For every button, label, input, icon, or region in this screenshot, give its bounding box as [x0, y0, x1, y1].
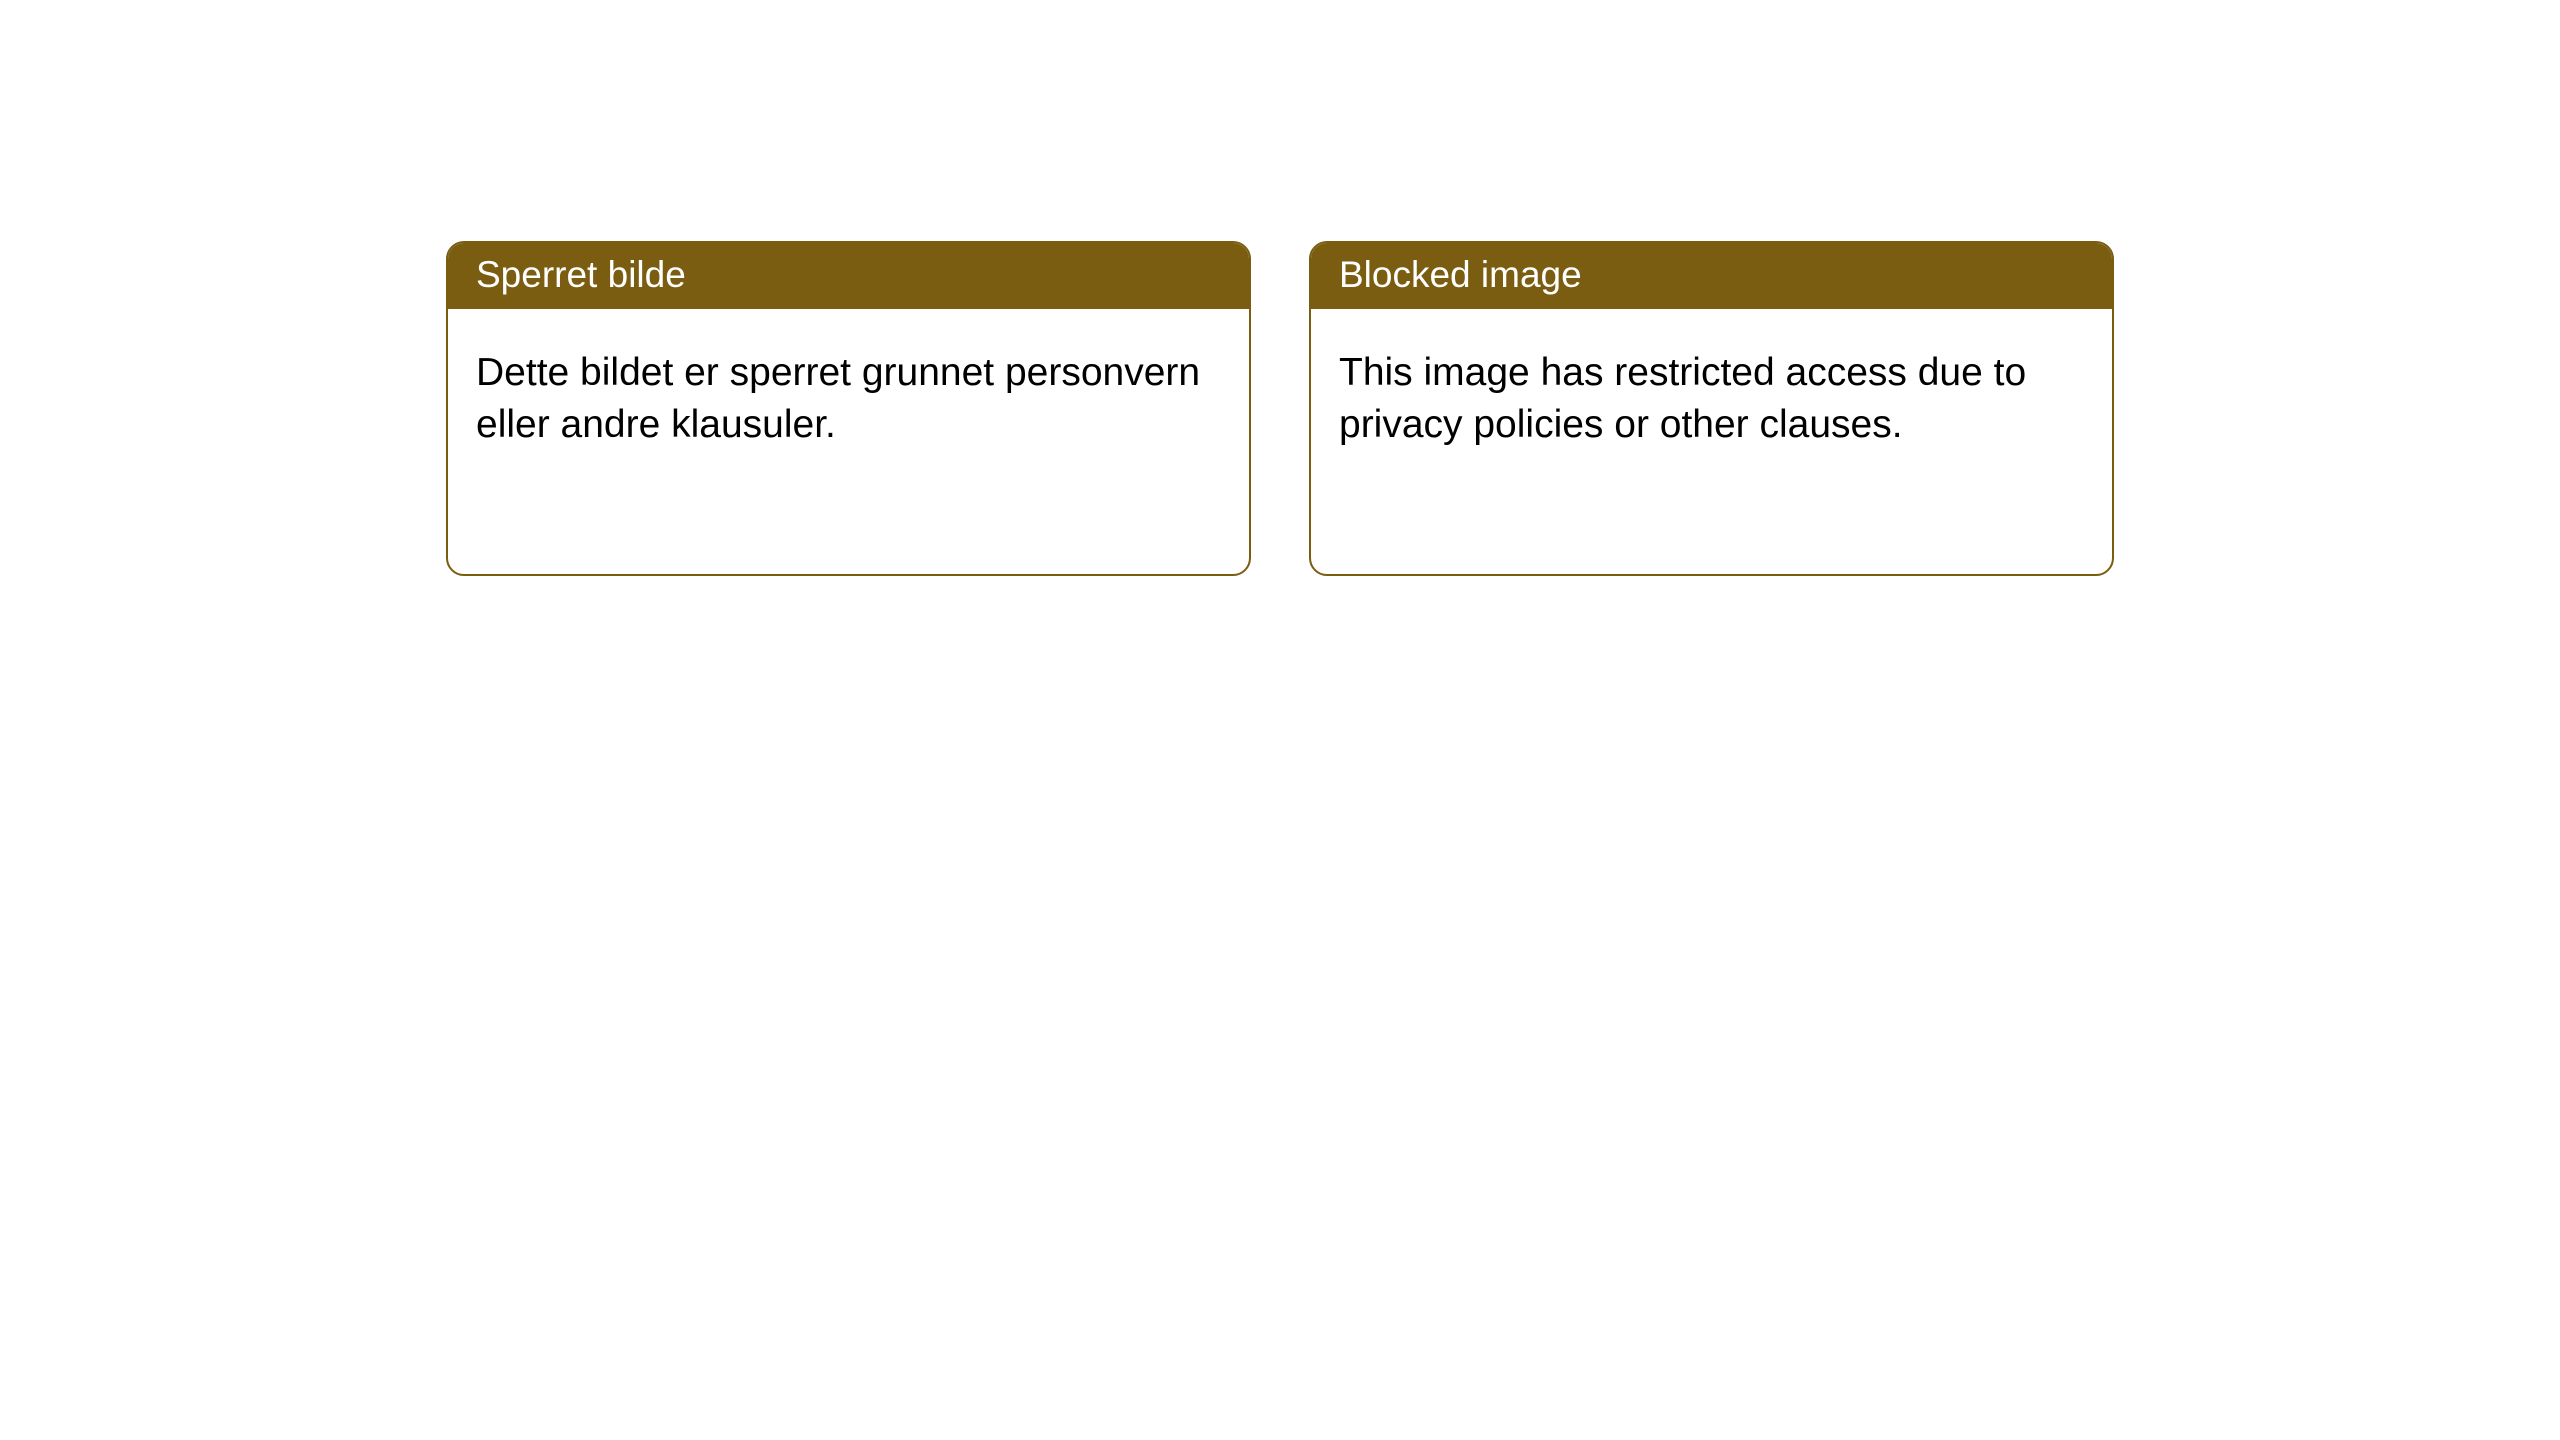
notice-body: This image has restricted access due to … [1311, 309, 2112, 479]
notice-card-norwegian: Sperret bilde Dette bildet er sperret gr… [446, 241, 1251, 576]
notice-container: Sperret bilde Dette bildet er sperret gr… [0, 0, 2560, 576]
notice-header: Sperret bilde [448, 243, 1249, 309]
notice-header: Blocked image [1311, 243, 2112, 309]
notice-body: Dette bildet er sperret grunnet personve… [448, 309, 1249, 479]
notice-card-english: Blocked image This image has restricted … [1309, 241, 2114, 576]
